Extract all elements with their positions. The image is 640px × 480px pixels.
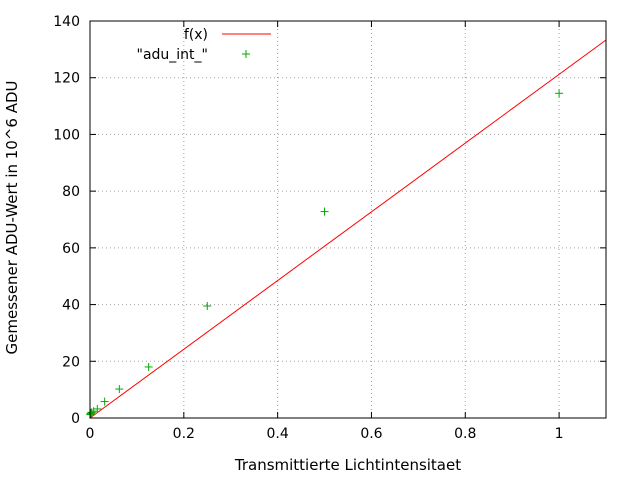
data-point [203, 301, 212, 310]
y-axis-label: Gemessener ADU-Wert in 10^6 ADU [3, 80, 21, 354]
ticks: 0 0.2 0.4 0.6 0.8 1 0 20 40 60 80 100 120 140 [53, 14, 606, 442]
data-point [115, 385, 124, 394]
x-tick-label: 0 [86, 426, 95, 442]
data-point [100, 397, 109, 406]
y-tick-label: 40 [62, 298, 80, 314]
legend-label: f(x) [184, 27, 208, 43]
x-tick-label: 0.4 [267, 426, 289, 442]
x-tick-label: 1 [555, 426, 564, 442]
x-tick-label: 0.2 [173, 426, 195, 442]
x-axis-label: Transmittierte Lichtintensitaet [234, 456, 461, 474]
x-tick-label: 0.8 [454, 426, 476, 442]
y-tick-label: 140 [53, 14, 80, 30]
data-point [320, 207, 329, 216]
x-tick-label: 0.6 [360, 426, 382, 442]
data-point [144, 362, 153, 371]
plot-frame [89, 20, 607, 419]
y-tick-label: 120 [53, 71, 80, 87]
y-tick-label: 60 [62, 241, 80, 257]
legend-label: "adu_int_" [137, 47, 208, 63]
series-line-fx [89, 39, 607, 419]
y-tick-label: 0 [71, 411, 80, 427]
y-tick-label: 20 [62, 354, 80, 370]
legend: f(x) "adu_int_" [137, 27, 271, 63]
y-tick-label: 100 [53, 127, 80, 143]
grid [90, 21, 606, 418]
data-point [555, 89, 564, 98]
data-point [93, 404, 102, 413]
y-tick-label: 80 [62, 184, 80, 200]
data-point [87, 408, 96, 417]
legend-point-sample [242, 50, 250, 58]
series-layer [86, 39, 607, 419]
